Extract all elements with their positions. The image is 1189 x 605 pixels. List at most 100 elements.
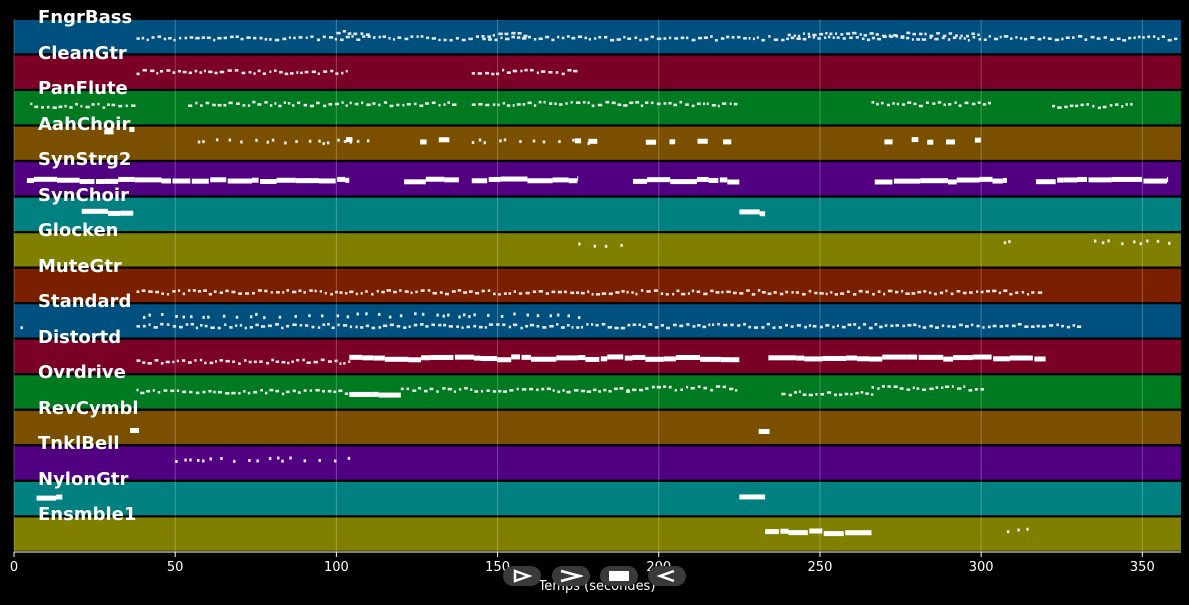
note — [795, 291, 799, 294]
note — [371, 391, 379, 397]
note — [887, 289, 893, 293]
note — [887, 385, 891, 388]
note — [950, 292, 954, 296]
note — [729, 387, 734, 391]
fast-forward-button[interactable] — [552, 566, 590, 586]
note — [829, 32, 833, 36]
note — [178, 325, 183, 329]
note — [69, 106, 73, 109]
note — [378, 392, 401, 398]
note — [528, 35, 532, 39]
note — [477, 72, 482, 75]
note — [645, 356, 664, 362]
note — [276, 177, 296, 183]
notes-NylonGtr — [36, 494, 766, 501]
stop-button[interactable] — [600, 566, 638, 586]
note — [1156, 239, 1160, 243]
note — [746, 289, 750, 292]
note — [228, 101, 233, 105]
note — [1003, 35, 1009, 38]
note — [337, 138, 340, 142]
note — [948, 103, 952, 106]
note — [1110, 38, 1114, 41]
note — [563, 290, 567, 294]
note — [555, 71, 559, 74]
note — [427, 289, 431, 292]
note — [503, 138, 507, 142]
note — [328, 36, 334, 39]
note — [205, 101, 210, 105]
note — [438, 103, 441, 107]
note — [697, 138, 708, 144]
note — [235, 35, 239, 39]
note — [324, 291, 327, 295]
note — [836, 36, 840, 39]
note — [557, 35, 560, 39]
play-button[interactable] — [503, 566, 541, 586]
note — [911, 38, 914, 41]
note — [1066, 325, 1071, 329]
note — [734, 389, 738, 392]
note — [456, 325, 459, 328]
note — [752, 37, 755, 41]
note — [566, 390, 571, 394]
note — [146, 389, 151, 393]
note — [572, 138, 575, 142]
note — [918, 325, 921, 328]
note — [292, 323, 297, 327]
note — [286, 324, 290, 328]
note — [439, 291, 443, 294]
note — [932, 102, 936, 105]
note — [500, 314, 504, 318]
note — [601, 322, 606, 326]
note — [253, 72, 256, 75]
note — [488, 38, 492, 41]
note — [75, 102, 79, 106]
note — [452, 103, 457, 106]
note — [243, 390, 246, 393]
note — [212, 103, 216, 107]
x-tick-label: 0 — [9, 560, 19, 575]
note — [710, 289, 714, 293]
x-tick-label: 350 — [1129, 560, 1155, 575]
note — [635, 101, 640, 104]
note — [642, 325, 646, 329]
note — [319, 178, 336, 184]
note — [556, 323, 559, 326]
note — [978, 37, 982, 41]
note — [147, 362, 152, 365]
note — [663, 385, 667, 388]
note — [907, 101, 912, 104]
note — [219, 359, 224, 362]
note — [197, 458, 200, 462]
note — [573, 69, 578, 73]
note — [556, 355, 578, 361]
note — [195, 391, 200, 395]
note — [1122, 39, 1127, 42]
note — [785, 323, 789, 327]
note — [231, 391, 236, 395]
note — [855, 36, 859, 39]
note — [631, 291, 634, 294]
track-lane-Glocken — [14, 233, 1181, 267]
note — [941, 36, 945, 40]
note — [129, 126, 135, 132]
note — [679, 324, 684, 328]
note — [118, 104, 123, 108]
note — [666, 326, 670, 330]
note — [345, 35, 350, 39]
note — [865, 290, 869, 294]
note — [182, 70, 187, 74]
note — [832, 325, 835, 329]
note — [780, 528, 789, 534]
note — [820, 392, 825, 396]
rewind-button[interactable] — [648, 566, 686, 586]
note — [993, 356, 1011, 362]
note — [729, 102, 732, 106]
note — [483, 141, 487, 145]
note — [173, 38, 176, 42]
note — [911, 137, 919, 143]
note — [1111, 176, 1132, 182]
note — [533, 104, 537, 107]
note — [131, 104, 136, 108]
